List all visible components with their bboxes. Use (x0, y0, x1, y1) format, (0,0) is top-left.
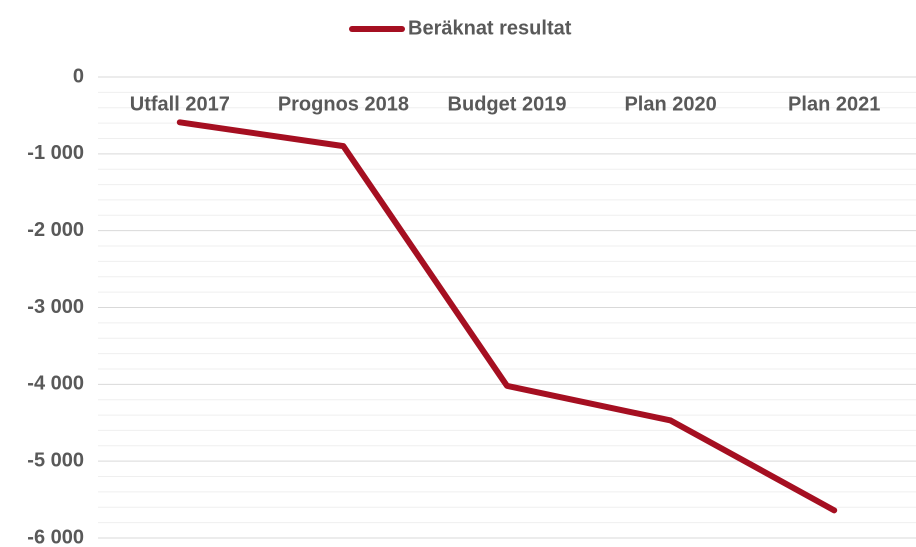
x-tick-label: Plan 2020 (624, 93, 716, 115)
x-tick-label: Plan 2021 (788, 93, 880, 115)
x-tick-label: Prognos 2018 (278, 93, 409, 115)
x-tick-label: Utfall 2017 (130, 93, 230, 115)
y-tick-label: -4 000 (27, 373, 84, 395)
y-tick-label: -6 000 (27, 526, 84, 547)
x-tick-label: Budget 2019 (448, 93, 567, 115)
y-tick-label: 0 (73, 65, 84, 87)
legend-label: Beräknat resultat (408, 17, 572, 39)
data-line (176, 119, 838, 514)
y-tick-label: -1 000 (27, 142, 84, 164)
y-tick-label: -5 000 (27, 449, 84, 471)
y-tick-label: -3 000 (27, 296, 84, 318)
y-tick-label: -2 000 (27, 219, 84, 241)
